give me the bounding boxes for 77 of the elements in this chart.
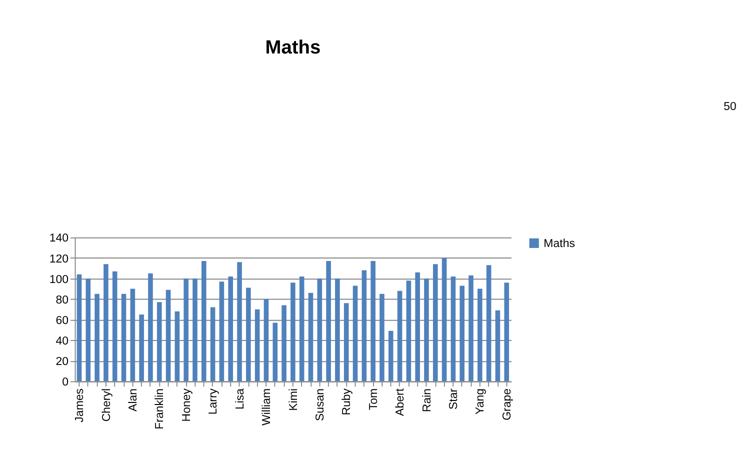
bar (112, 271, 118, 382)
bar (362, 270, 367, 382)
y-tick-label: 20 (56, 356, 69, 368)
bar (282, 305, 286, 382)
y-tick-label: 80 (56, 294, 69, 306)
x-tick-label: Ruby (341, 388, 354, 416)
bar (219, 282, 224, 382)
bar (326, 261, 331, 382)
bar (433, 264, 438, 382)
bar (156, 302, 162, 382)
x-tick-label: Franklin (154, 388, 166, 430)
x-tick-label: Cheryl (100, 388, 113, 422)
x-tick-label: Tom (368, 388, 380, 410)
bar (94, 294, 100, 382)
y-tick-label: 0 (62, 376, 69, 389)
bar (299, 276, 304, 382)
text: 50 (724, 100, 736, 113)
bar (192, 278, 198, 382)
bar (166, 290, 171, 382)
bar (424, 278, 429, 382)
bar (380, 294, 384, 382)
y-tick-label: 60 (56, 314, 69, 327)
x-tick-label: Honey (180, 388, 193, 422)
bar (272, 322, 278, 382)
bar (397, 290, 402, 382)
bar (415, 272, 420, 382)
bar (317, 278, 322, 382)
bar (184, 278, 188, 382)
chart-title: Maths (265, 37, 321, 58)
bar (370, 261, 376, 382)
y-tick-label: 120 (49, 253, 69, 266)
bar (202, 261, 206, 382)
bar (344, 303, 349, 382)
x-tick-label: Grape (501, 388, 514, 420)
bar (504, 282, 510, 382)
x-tick-label: James (74, 388, 86, 422)
bar (210, 307, 216, 382)
x-tick-label: Rain (421, 388, 434, 412)
bar (478, 288, 482, 382)
bar (308, 292, 314, 382)
bar (139, 314, 144, 382)
bar (460, 286, 465, 382)
bar (264, 299, 269, 382)
y-tick-label: 100 (49, 274, 69, 286)
x-tick-label: Alan (128, 388, 140, 412)
bar (335, 278, 340, 382)
x-tick-label: Susan (314, 388, 326, 422)
bar (442, 258, 447, 382)
bar (495, 310, 500, 382)
x-tick-label: Star (448, 388, 460, 410)
bar (121, 294, 126, 382)
bar (468, 275, 474, 382)
y-tick-label: 40 (56, 335, 69, 348)
bar (228, 276, 234, 382)
x-tick-label: Abert (394, 388, 407, 416)
bar (450, 276, 456, 382)
bar (254, 309, 260, 382)
x-tick-label: Lisa (234, 388, 246, 410)
bar (388, 330, 394, 382)
bar (148, 273, 153, 382)
x-tick-label: William (261, 388, 274, 426)
bar (237, 262, 242, 382)
bar (86, 278, 91, 382)
y-tick-label: 140 (49, 232, 69, 245)
bar (246, 288, 251, 382)
bar (174, 311, 180, 382)
bar (104, 264, 108, 382)
bar (352, 286, 358, 382)
bar (130, 288, 136, 382)
bar (290, 282, 296, 382)
bar (406, 280, 412, 382)
x-tick-label: Yang (474, 388, 487, 414)
bar (76, 274, 82, 382)
x-tick-label: Larry (208, 388, 220, 415)
bar (486, 265, 492, 382)
x-tick-label: Kimi (288, 388, 300, 411)
legend-label: Maths (544, 238, 576, 250)
